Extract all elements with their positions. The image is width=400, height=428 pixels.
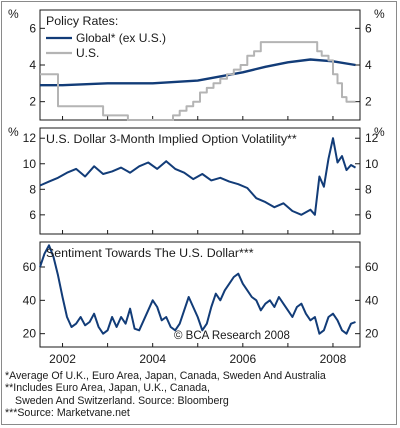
footnote-4: ***Source: Marketvane.net: [5, 407, 130, 420]
y-tick-label-left: 4: [29, 58, 36, 72]
y-tick-label-left: 60: [23, 260, 37, 274]
y-tick-label-left: 40: [23, 293, 37, 307]
series-line-2-1: [39, 137, 357, 216]
y-tick-label-right: 10: [365, 157, 379, 171]
panel-2-unit-left: %: [8, 125, 19, 139]
panel-1-unit-left: %: [8, 7, 19, 21]
y-tick-label-right: 8: [365, 182, 372, 196]
footnote-2: **Includes Euro Area, Japan, U.K., Canad…: [5, 382, 210, 395]
panel-2-title: U.S. Dollar 3-Month Implied Option Volat…: [46, 132, 297, 146]
y-tick-label-right: 12: [365, 131, 379, 145]
y-tick-label-right: 2: [365, 95, 372, 109]
y-tick-label-left: 8: [29, 182, 36, 196]
panel-2-unit-right: %: [374, 125, 385, 139]
series-line-1-2: [40, 41, 356, 121]
y-tick-label-right: 6: [365, 208, 372, 222]
legend-label-1: Global* (ex U.S.): [76, 31, 166, 45]
y-tick-label-left: 12: [23, 131, 37, 145]
x-tick-label: 2008: [320, 352, 347, 366]
panel-1-title: Policy Rates:: [46, 14, 118, 28]
legend-label-2: U.S.: [76, 46, 99, 60]
footnote-3: Sweden And Switzerland. Source: Bloomber…: [15, 394, 229, 407]
footnotes: *Average Of U.K., Euro Area, Japan, Cana…: [5, 370, 397, 420]
panel-3-title: Sentiment Towards The U.S. Dollar***: [46, 246, 254, 260]
panel-3-border: [39, 241, 361, 348]
y-tick-label-right: 20: [365, 327, 379, 341]
y-tick-label-right: 6: [365, 21, 372, 35]
y-tick-label-left: 6: [29, 21, 36, 35]
panel-2-border: [39, 127, 361, 235]
y-tick-label-left: 10: [23, 157, 37, 171]
y-tick-label-left: 6: [29, 208, 36, 222]
panel-1-unit-right: %: [374, 7, 385, 21]
y-tick-label-right: 60: [365, 260, 379, 274]
series-line-1-1: [40, 58, 356, 87]
copyright-annotation: © BCA Research 2008: [174, 330, 290, 342]
x-tick-label: 2004: [139, 352, 166, 366]
y-tick-label-left: 20: [23, 327, 37, 341]
y-tick-label-right: 40: [365, 293, 379, 307]
x-tick-label: 2002: [49, 352, 76, 366]
series-line-3-1: [39, 244, 356, 335]
x-tick-label: 2006: [229, 352, 256, 366]
y-tick-label-left: 2: [29, 95, 36, 109]
y-tick-label-right: 4: [365, 58, 372, 72]
footnote-1: *Average Of U.K., Euro Area, Japan, Cana…: [5, 370, 326, 382]
